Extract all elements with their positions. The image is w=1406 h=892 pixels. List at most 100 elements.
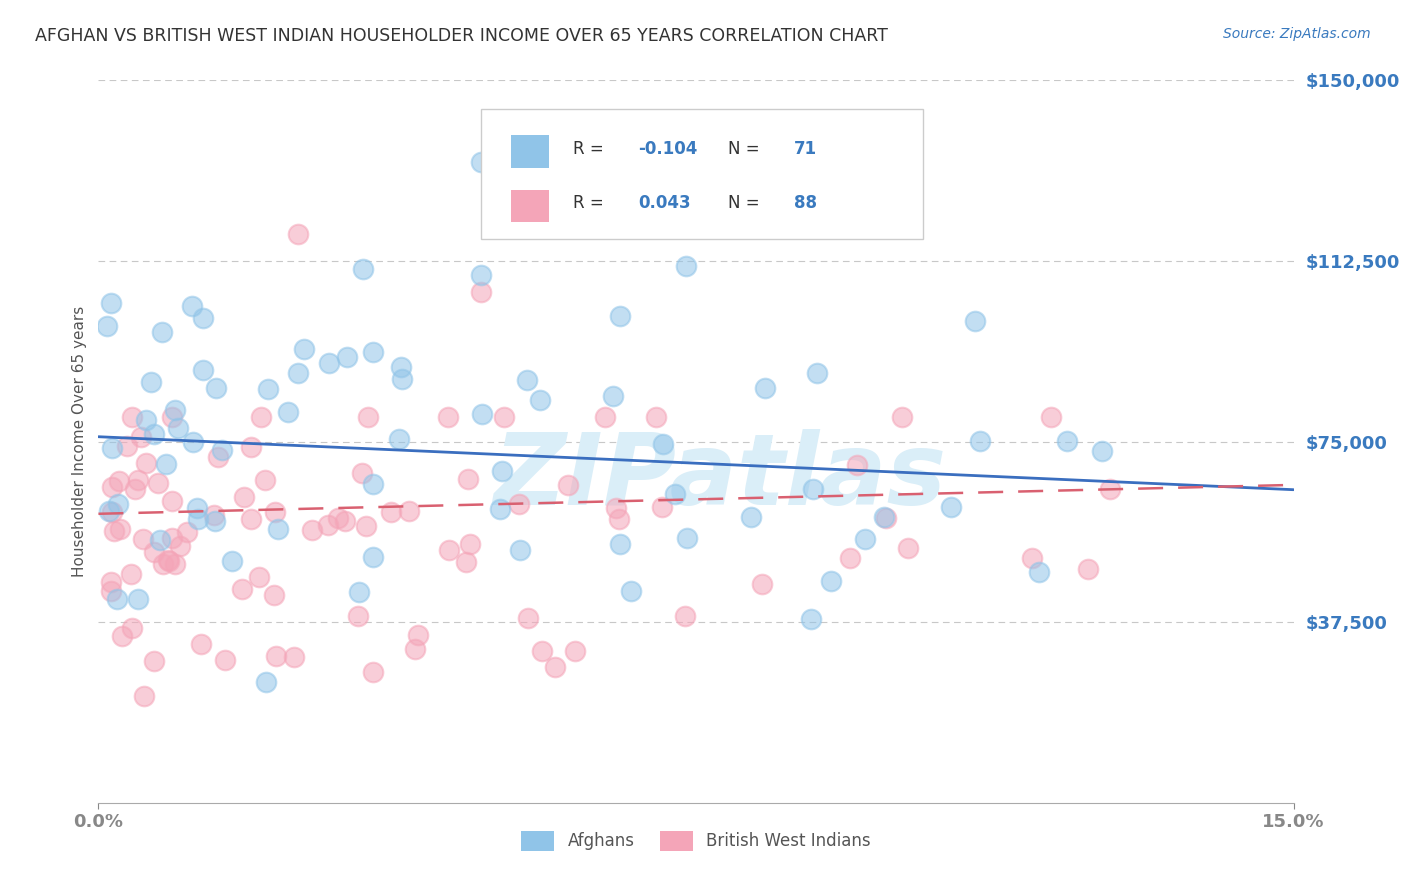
Point bbox=[283, 649, 305, 664]
Point bbox=[1021, 550, 1043, 565]
Point bbox=[404, 642, 426, 657]
Point bbox=[875, 511, 897, 525]
Point bbox=[139, 375, 162, 389]
Point bbox=[564, 644, 586, 658]
Legend: Afghans, British West Indians: Afghans, British West Indians bbox=[513, 822, 879, 860]
Point bbox=[509, 543, 531, 558]
Point bbox=[361, 345, 384, 359]
Point bbox=[607, 512, 630, 526]
Point bbox=[121, 410, 143, 425]
Point bbox=[620, 583, 643, 598]
Point bbox=[107, 474, 129, 488]
Point bbox=[134, 689, 156, 703]
Point bbox=[352, 262, 374, 277]
Text: R =: R = bbox=[572, 194, 609, 212]
Point bbox=[557, 478, 579, 492]
Point bbox=[143, 654, 166, 668]
Point bbox=[202, 508, 225, 522]
Point bbox=[150, 325, 173, 339]
Point bbox=[963, 314, 986, 328]
Point bbox=[257, 382, 280, 396]
Point bbox=[287, 366, 309, 380]
Point bbox=[250, 410, 273, 425]
Point bbox=[160, 493, 183, 508]
Point bbox=[160, 410, 183, 425]
Text: N =: N = bbox=[728, 194, 765, 212]
Point bbox=[751, 577, 773, 591]
Point bbox=[121, 621, 143, 635]
Point bbox=[897, 541, 920, 556]
Point bbox=[470, 268, 492, 282]
Text: 71: 71 bbox=[794, 140, 817, 158]
FancyBboxPatch shape bbox=[481, 109, 922, 239]
Point bbox=[806, 367, 828, 381]
Point bbox=[204, 514, 226, 528]
Text: Source: ZipAtlas.com: Source: ZipAtlas.com bbox=[1223, 27, 1371, 41]
Point bbox=[301, 523, 323, 537]
Point bbox=[529, 393, 551, 408]
Text: N =: N = bbox=[728, 140, 765, 158]
Point bbox=[492, 410, 515, 425]
Point bbox=[101, 480, 124, 494]
Point bbox=[470, 285, 492, 300]
Point bbox=[605, 500, 627, 515]
Point bbox=[838, 551, 860, 566]
Point bbox=[103, 524, 125, 539]
Point bbox=[1077, 562, 1099, 576]
Point bbox=[388, 432, 411, 446]
Point bbox=[873, 510, 896, 524]
Point bbox=[609, 537, 631, 551]
Text: AFGHAN VS BRITISH WEST INDIAN HOUSEHOLDER INCOME OVER 65 YEARS CORRELATION CHART: AFGHAN VS BRITISH WEST INDIAN HOUSEHOLDE… bbox=[35, 27, 889, 45]
Text: ZIPatlas: ZIPatlas bbox=[494, 429, 946, 526]
Point bbox=[800, 612, 823, 626]
Point bbox=[149, 533, 172, 547]
Point bbox=[100, 296, 122, 310]
Point bbox=[120, 566, 142, 581]
Point bbox=[181, 434, 204, 449]
Point bbox=[211, 443, 233, 458]
Point bbox=[111, 629, 134, 643]
Point bbox=[165, 557, 187, 571]
Point bbox=[105, 592, 128, 607]
Point bbox=[263, 588, 285, 602]
Point bbox=[264, 649, 287, 664]
Point bbox=[489, 502, 512, 516]
Point bbox=[181, 299, 204, 313]
Point bbox=[100, 574, 122, 589]
Point bbox=[162, 531, 184, 545]
Point bbox=[187, 512, 209, 526]
Point bbox=[380, 505, 402, 519]
Text: 0.043: 0.043 bbox=[638, 194, 692, 212]
Point bbox=[264, 505, 287, 519]
Point bbox=[221, 554, 243, 568]
Point bbox=[437, 542, 460, 557]
Point bbox=[398, 504, 420, 518]
Point bbox=[593, 410, 616, 425]
Point bbox=[651, 500, 673, 515]
Point bbox=[820, 574, 842, 589]
Point bbox=[347, 608, 370, 623]
Point bbox=[754, 381, 776, 395]
Point bbox=[1098, 483, 1121, 497]
Point bbox=[155, 457, 177, 471]
Point bbox=[361, 549, 384, 564]
Point bbox=[96, 318, 118, 333]
Point bbox=[117, 440, 139, 454]
Point bbox=[143, 427, 166, 442]
Point bbox=[457, 472, 479, 486]
Point bbox=[157, 554, 180, 568]
Point bbox=[247, 570, 270, 584]
Point bbox=[165, 403, 187, 417]
Point bbox=[354, 519, 377, 533]
Point bbox=[853, 532, 876, 546]
Point bbox=[190, 637, 212, 651]
Point bbox=[801, 482, 824, 496]
Point bbox=[176, 525, 198, 540]
Point bbox=[456, 555, 478, 569]
Point bbox=[142, 545, 165, 559]
Point bbox=[470, 155, 492, 169]
Point bbox=[205, 382, 228, 396]
Point bbox=[127, 592, 149, 607]
Point bbox=[336, 351, 359, 365]
Point bbox=[1039, 410, 1062, 425]
